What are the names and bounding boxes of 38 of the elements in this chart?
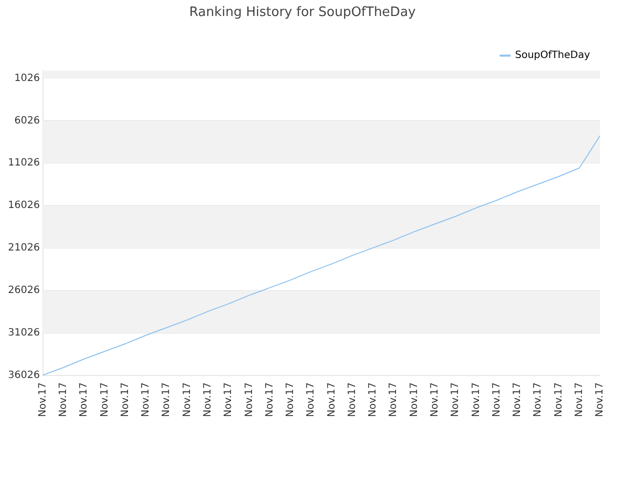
y-tick-label: 26026 [8,285,40,296]
x-tick-label: Nov.17 [388,382,400,418]
x-tick-label: Nov.17 [346,382,358,418]
x-tick-label: Nov.17 [78,382,90,418]
x-tick-label: Nov.17 [244,382,255,418]
x-tick-label: Nov.17 [202,382,214,418]
x-tick-label: Nov.17 [430,382,440,418]
x-tick-label: Nov.17 [120,382,131,418]
x-tick-label: Nov.17 [470,382,482,418]
y-tick-label: 11026 [8,158,40,169]
x-tick-label: Nov.17 [553,382,564,418]
legend-label: SoupOfTheDay [515,50,590,62]
x-tick-label: Nov.17 [182,382,193,418]
x-tick-label: Nov.17 [574,382,585,418]
y-tick-label: 31026 [8,328,40,339]
x-tick-label: Nov.17 [140,382,152,418]
x-tick-label: Nov.17 [37,382,48,418]
y-tick-label: 36026 [8,370,40,381]
y-tick-label: 21026 [8,242,40,254]
y-tick-label: 1026 [14,72,40,84]
x-tick-label: Nov.17 [161,382,172,418]
chart-title: Ranking History for SoupOfTheDay [189,5,416,20]
x-tick-label: Nov.17 [58,382,70,418]
x-tick-label: Nov.17 [99,382,110,418]
x-tick-label: Nov.17 [368,382,379,418]
x-tick-label: Nov.17 [223,382,234,418]
x-tick-label: Nov.17 [306,382,317,418]
x-tick-label: Nov.17 [532,382,544,418]
x-tick-label: Nov.17 [326,382,338,418]
y-tick-label: 6026 [14,115,40,126]
x-tick-label: Nov.17 [450,382,462,418]
x-tick-label: Nov.17 [491,382,502,418]
x-tick-label: Nov.17 [594,382,606,418]
x-tick-label: Nov.17 [408,382,420,418]
x-tick-label: Nov.17 [285,382,296,418]
x-tick-label: Nov.17 [512,382,524,418]
x-tick-label: Nov.17 [264,382,276,418]
y-tick-label: 16026 [8,200,40,212]
